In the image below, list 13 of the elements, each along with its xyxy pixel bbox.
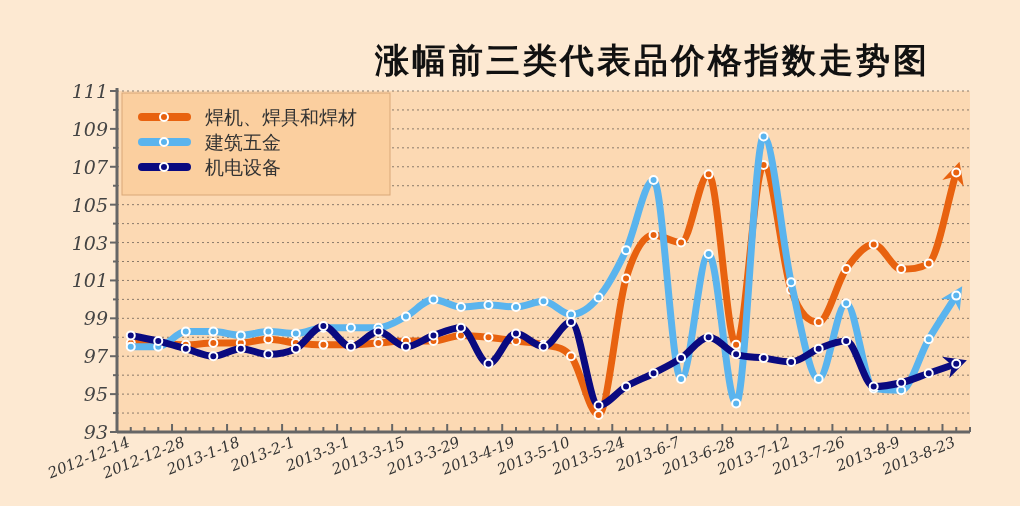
y-tick-label: 111 <box>71 80 108 102</box>
y-tick-label: 99 <box>83 307 108 330</box>
y-tick-label: 101 <box>71 269 108 292</box>
y-tick-label: 97 <box>83 345 109 368</box>
y-tick-label: 103 <box>71 231 108 254</box>
y-tick-label: 109 <box>71 117 108 140</box>
legend-label: 焊机、焊具和焊材 <box>205 106 357 128</box>
y-tick-label: 95 <box>83 383 108 406</box>
legend-label: 机电设备 <box>205 156 281 178</box>
y-tick-label: 105 <box>71 193 108 216</box>
legend-label: 建筑五金 <box>204 131 281 153</box>
y-tick-label: 107 <box>71 155 109 178</box>
chart-title: 涨幅前三类代表品价格指数走势图 <box>373 40 930 80</box>
